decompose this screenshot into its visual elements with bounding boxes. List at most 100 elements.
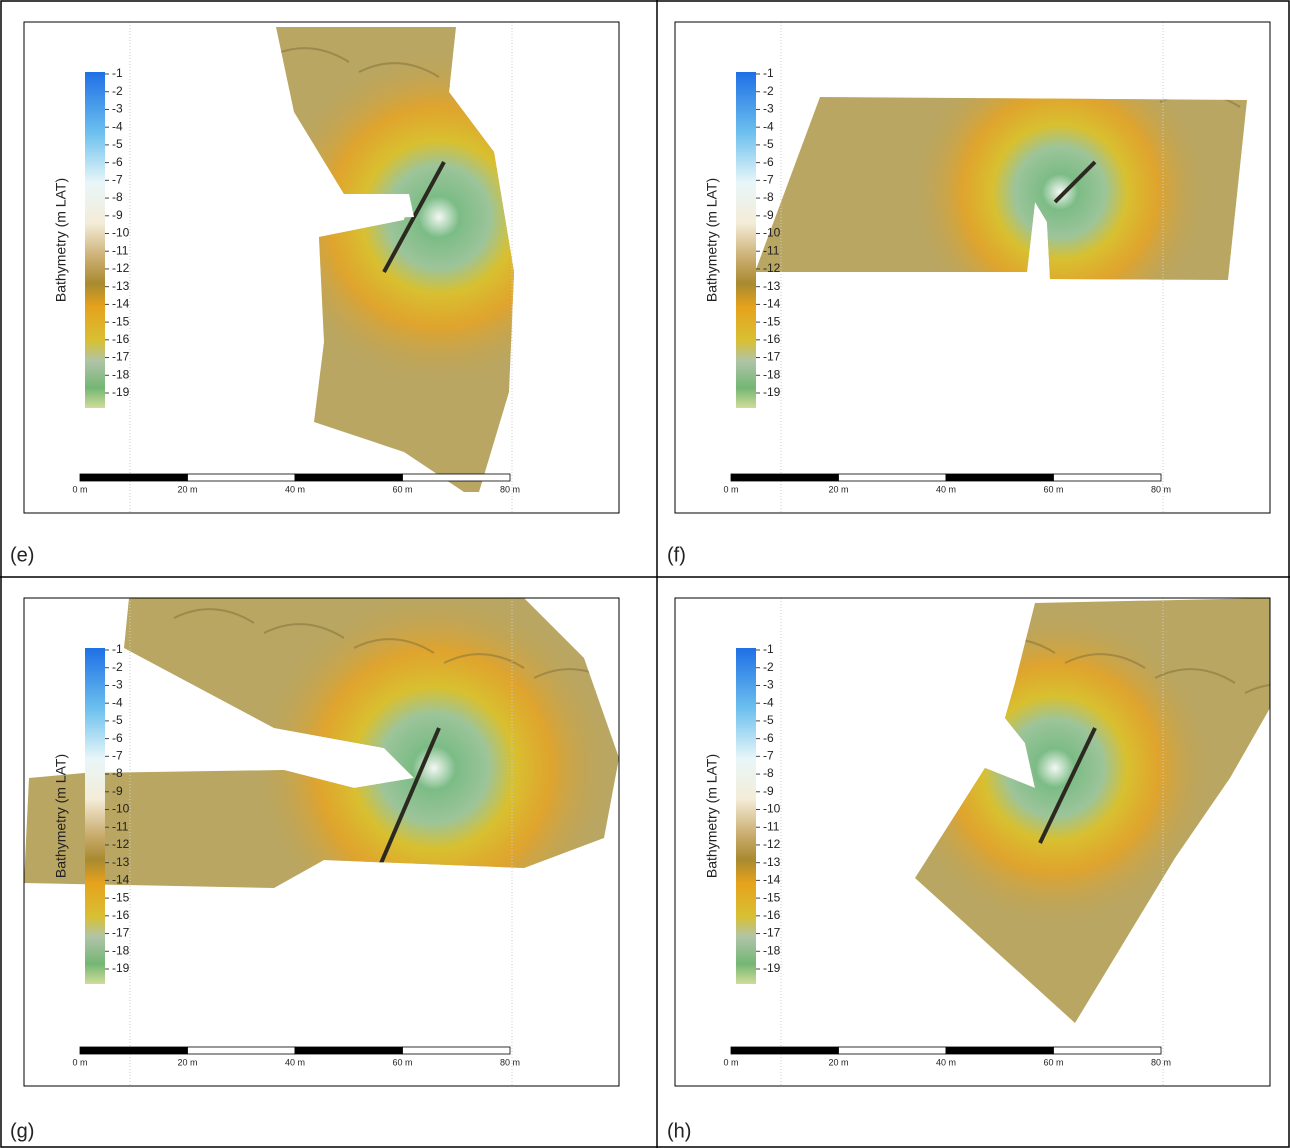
colorbar-tick-label: -13 [763,855,781,869]
ridge [1070,78,1150,92]
colorbar-tick-label: -12 [112,837,130,851]
colorbar-title: Bathymetry (m LAT) [53,754,69,878]
colorbar [736,648,756,984]
scale-bar-segment [80,474,188,481]
ridge [629,108,709,122]
ridge [885,624,965,638]
colorbar-tick-label: -10 [763,802,781,816]
scale-bar-segment [839,474,947,481]
colorbar-tick-label: -3 [112,102,123,116]
colorbar-tick-label: -5 [763,137,774,151]
scale-bar-label: 20 m [177,1057,197,1067]
colorbar-tick-label: -6 [763,731,774,745]
scale-bar-segment [1054,474,1162,481]
ridge [449,78,529,92]
map-panel: -1-2-3-4-5-6-7-8-9-10-11-12-13-14-15-16-… [675,22,1290,513]
colorbar-tick-label: -5 [763,713,774,727]
colorbar-tick-label: -6 [112,155,123,169]
colorbar-tick-label: -1 [763,642,774,656]
colorbar-tick-label: -18 [112,943,130,957]
colorbar-tick-label: -17 [763,350,781,364]
scale-bar-segment [188,474,296,481]
colorbar-title: Bathymetry (m LAT) [704,178,720,302]
colorbar-tick-label: -11 [763,819,780,833]
colorbar-tick-label: -5 [112,713,123,727]
pit-gradient [254,588,614,948]
colorbar-tick-label: -4 [112,119,123,133]
colorbar-tick-label: -9 [763,208,774,222]
colorbar-tick-label: -7 [112,749,123,763]
colorbar-tick-label: -16 [763,908,781,922]
colorbar-tick-label: -3 [763,102,774,116]
colorbar-tick-label: -12 [763,837,781,851]
scale-bar-segment [946,474,1054,481]
colorbar-tick-label: -10 [112,802,130,816]
colorbar-tick-label: -19 [763,385,781,399]
colorbar-tick-label: -17 [112,926,130,940]
scale-bar-label: 40 m [285,484,305,494]
scale-bar-label: 80 m [1151,1057,1171,1067]
panel-label: (e) [10,544,34,566]
ridge [980,63,1060,77]
ridge [890,48,970,62]
colorbar-tick-label: -6 [112,731,123,745]
ridge [539,93,619,107]
pit-gradient [910,42,1210,342]
colorbar-tick-label: -12 [112,261,130,275]
colorbar-tick-label: -11 [763,243,780,257]
panel-label: (f) [667,544,686,566]
colorbar-tick-label: -19 [112,961,130,975]
colorbar-tick-label: -17 [112,350,130,364]
map-panel: -1-2-3-4-5-6-7-8-9-10-11-12-13-14-15-16-… [675,598,1290,1086]
data-gap [319,194,414,220]
colorbar-tick-label: -9 [112,784,123,798]
colorbar-tick-label: -7 [763,173,774,187]
colorbar-tick-label: -15 [763,890,781,904]
scale-bar-label: 60 m [392,484,412,494]
colorbar-tick-label: -11 [112,819,129,833]
colorbar-tick-label: -9 [763,784,774,798]
colorbar-tick-label: -16 [112,332,130,346]
colorbar-tick-label: -7 [112,173,123,187]
survey-shading [179,33,709,387]
colorbar-tick-label: -17 [763,926,781,940]
scale-bar-segment [295,1047,403,1054]
colorbar-tick-label: -11 [112,243,129,257]
colorbar-tick-label: -2 [112,660,123,674]
ridge [624,684,704,698]
colorbar-tick-label: -9 [112,208,123,222]
colorbar-tick-label: -1 [763,66,774,80]
scale-bar-segment [731,474,839,481]
colorbar-tick-label: -4 [763,695,774,709]
colorbar-tick-label: -15 [112,314,130,328]
colorbar-tick-label: -14 [112,873,130,887]
colorbar-tick-label: -8 [112,766,123,780]
colorbar-tick-label: -19 [112,385,130,399]
colorbar [85,72,105,408]
colorbar-title: Bathymetry (m LAT) [53,178,69,302]
scale-bar-segment [1054,1047,1162,1054]
scale-bar-label: 40 m [936,1057,956,1067]
colorbar-tick-label: -2 [112,84,123,98]
scale-bar-label: 20 m [828,1057,848,1067]
scale-bar-label: 0 m [72,1057,87,1067]
colorbar-tick-label: -13 [112,279,130,293]
colorbar [85,648,105,984]
colorbar-tick-label: -15 [112,890,130,904]
colorbar-tick-label: -2 [763,84,774,98]
scale-bar-label: 80 m [1151,484,1171,494]
scale-bar-segment [731,1047,839,1054]
map-panel: -1-2-3-4-5-6-7-8-9-10-11-12-13-14-15-16-… [24,22,709,513]
colorbar-tick-label: -8 [763,766,774,780]
colorbar-tick-label: -14 [112,297,130,311]
scale-bar-label: 80 m [500,1057,520,1067]
colorbar-tick-label: -7 [763,749,774,763]
scale-bar-segment [403,474,511,481]
scale-bar-label: 40 m [936,484,956,494]
scale-bar-label: 20 m [828,484,848,494]
figure-canvas: -1 -2 -3 -4 -5 -6 -7 -8 -9 -10 -11 -12 -13 -14 -15 -16 -… [0,0,1290,1148]
colorbar-tick-label: -8 [112,190,123,204]
colorbar-tick-label: -14 [763,297,781,311]
scale-bar-label: 20 m [177,484,197,494]
colorbar-tick-label: -18 [763,367,781,381]
